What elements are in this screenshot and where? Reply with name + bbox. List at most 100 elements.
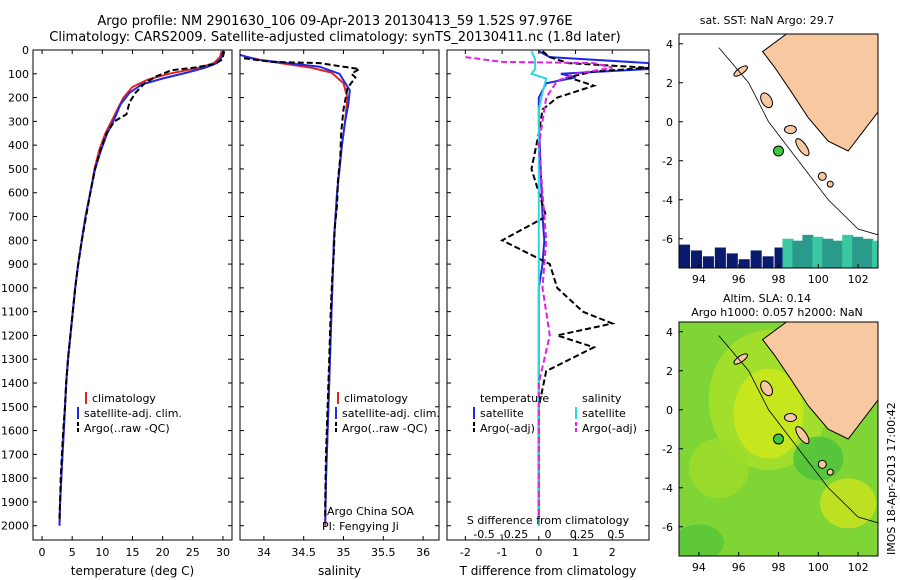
sst-cell (679, 244, 691, 268)
title-line-2: Climatology: CARS2009. Satellite-adjuste… (49, 30, 621, 45)
series-argo (58, 50, 226, 519)
x-axis-label: temperature (deg C) (71, 564, 194, 578)
y-tick-label: 300 (8, 115, 29, 128)
map-y-tick-label: -2 (662, 155, 673, 168)
series-argo (243, 57, 363, 519)
pi-line-1: Argo China SOA (327, 505, 414, 518)
x-tick-label: 30 (216, 546, 230, 559)
difference-legend: temperature salinity satellite Argo(-adj… (467, 392, 637, 527)
map-x-tick-label: 98 (772, 561, 786, 574)
y-tick-label: 1800 (1, 472, 29, 485)
sst-map: 94 96 98 100 102 -6 -4 -2 0 2 4 (662, 33, 879, 286)
map-y-tick-label: 0 (666, 116, 673, 129)
map-x-tick-label: 94 (692, 561, 706, 574)
x-tick-label: 35 (336, 546, 350, 559)
temperature-legend: climatology satellite-adj. clim. Argo(..… (77, 392, 182, 435)
x-axis-label: T difference from climatology (459, 564, 637, 578)
sst-cell (782, 238, 794, 268)
x-tick-label: 0 (39, 546, 46, 559)
sst-cell (702, 256, 714, 268)
top-tick-label: 0 (545, 528, 552, 541)
island (795, 138, 810, 157)
legend-t-argo: Argo(-adj) (480, 422, 535, 435)
series-satellite (240, 53, 351, 524)
island (760, 92, 773, 109)
sst-cell (762, 256, 774, 268)
sst-cell (822, 238, 834, 268)
sla-blob (793, 436, 844, 481)
y-tick-label: 1100 (1, 306, 29, 319)
y-tick-label: 500 (8, 163, 29, 176)
x-tick-label: 5 (69, 546, 76, 559)
island (826, 468, 834, 476)
island (795, 426, 810, 445)
legend-salinity-heading: salinity (582, 392, 622, 405)
sla-blob (679, 524, 724, 556)
map-x-tick-label: 102 (848, 273, 869, 286)
legend-temperature-heading: temperature (480, 392, 549, 405)
map-x-tick-label: 98 (772, 273, 786, 286)
y-tick-label: 2000 (1, 520, 29, 533)
x-tick-label: 1 (572, 546, 579, 559)
island (733, 353, 748, 365)
legend-argo: Argo(..raw -QC) (84, 422, 170, 435)
x-axis-label: salinity (318, 564, 361, 578)
x-tick-label: 20 (156, 546, 170, 559)
map-x-tick-label: 100 (808, 273, 829, 286)
legend-climatology: climatology (344, 392, 408, 405)
sst-cell (738, 259, 750, 268)
map-y-tick-label: -4 (662, 482, 673, 495)
map-x-tick-label: 100 (808, 561, 829, 574)
y-tick-label: 200 (8, 92, 29, 105)
map-x-tick-label: 96 (732, 561, 746, 574)
y-tick-label: 1500 (1, 401, 29, 414)
y-tick-label: 1700 (1, 448, 29, 461)
s-difference-label: S difference from climatology (467, 514, 630, 527)
y-tick-label: 800 (8, 234, 29, 247)
salinity-panel: 34 34.5 35 35.5 36 salinity (239, 49, 440, 578)
y-tick-label: 900 (8, 258, 29, 271)
sla-map-title-2: Argo h1000: 0.057 h2000: NaN (691, 306, 863, 319)
island (826, 180, 834, 188)
sst-cell (714, 247, 726, 268)
legend-s-satellite: satellite (582, 407, 626, 420)
y-tick-label: 1300 (1, 353, 29, 366)
argo-location-marker (773, 145, 784, 157)
difference-panel: -2 -1 0 1 2 -0.5 -0.25 0 0.25 0.5 T difference fro… (446, 49, 650, 578)
sst-map-title: sat. SST: NaN Argo: 29.7 (700, 14, 834, 27)
sla-blob (733, 368, 804, 459)
map-y-tick-label: 2 (666, 365, 673, 378)
title-line-1: Argo profile: NM 2901630_106 09-Apr-2013… (97, 14, 572, 29)
sst-cell (726, 253, 738, 268)
legend-s-argo: Argo(-adj) (582, 422, 637, 435)
land-sumatra (761, 34, 878, 152)
sst-cell (802, 234, 814, 268)
imos-stamp: IMOS 18-Apr-2013 17:00:42 (885, 402, 898, 555)
sst-cell (862, 238, 874, 268)
sst-cell (852, 236, 864, 268)
map-x-tick-label: 102 (848, 561, 869, 574)
y-tick-label: 0 (22, 44, 29, 57)
sst-cell (842, 234, 854, 268)
sst-cell (774, 247, 786, 268)
series-s-argo (465, 56, 613, 519)
map-y-tick-label: -6 (662, 233, 673, 246)
top-tick-label: 0.25 (570, 528, 595, 541)
series-satellite (58, 50, 224, 526)
map-content (679, 322, 878, 556)
plot-frame (446, 49, 650, 541)
y-tick-label: 1000 (1, 282, 29, 295)
series-t-argo (499, 50, 649, 519)
x-tick-label: 36 (416, 546, 430, 559)
x-tick-label: 34.5 (291, 546, 316, 559)
sla-blob (820, 478, 877, 529)
x-tick-label: 2 (609, 546, 616, 559)
map-y-tick-label: -6 (662, 521, 673, 534)
map-y-tick-label: 4 (666, 38, 673, 51)
y-tick-label: 1900 (1, 496, 29, 509)
legend-satellite: satellite-adj. clim. (342, 407, 440, 420)
top-tick-label: -0.5 (473, 528, 494, 541)
argo-location-marker (773, 433, 784, 445)
y-tick-label: 600 (8, 187, 29, 200)
